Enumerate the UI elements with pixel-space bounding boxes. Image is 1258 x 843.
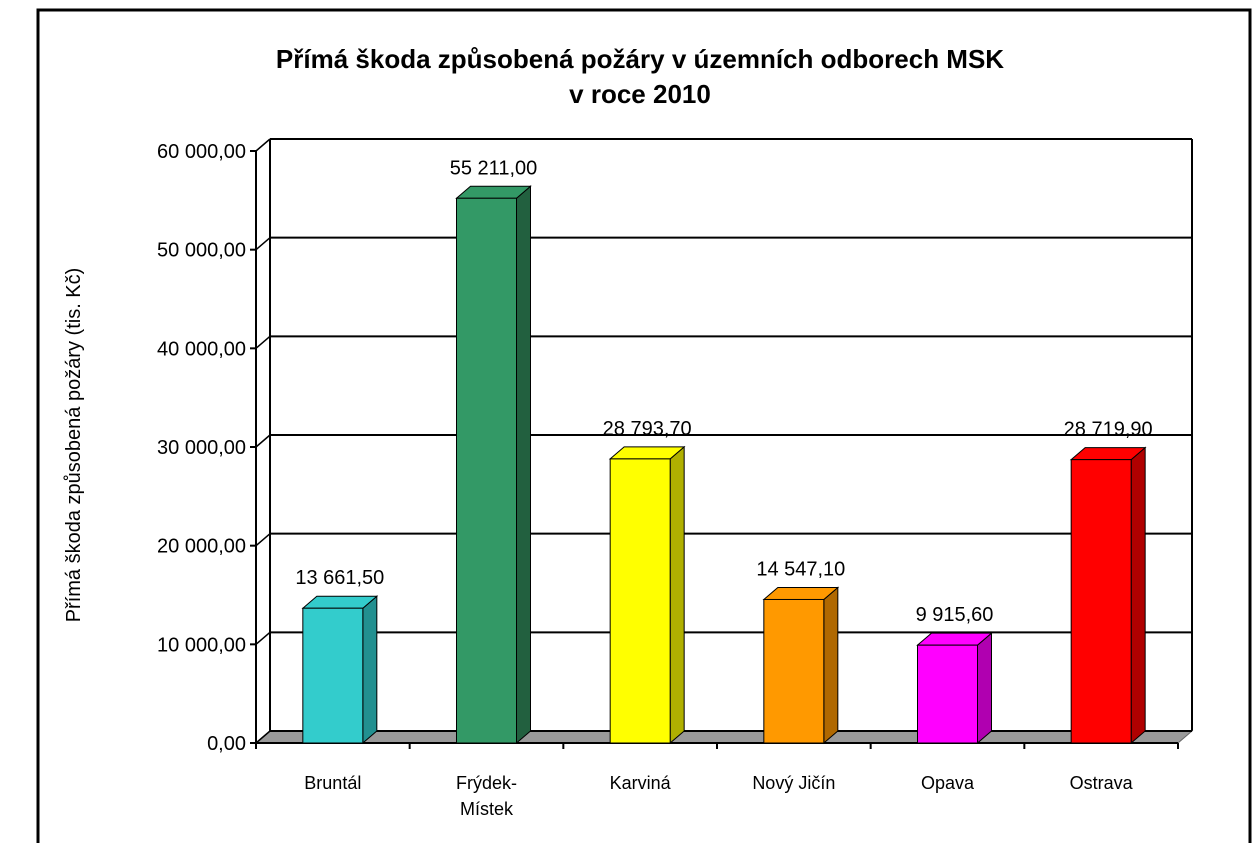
y-tick-label: 10 000,00 [157, 634, 246, 656]
grid-diagonal [255, 237, 271, 251]
y-tick-label: 50 000,00 [157, 240, 246, 262]
bar-side [669, 445, 685, 745]
bar-front [917, 644, 978, 744]
bar-front [763, 598, 825, 744]
y-tick-label: 30 000,00 [157, 437, 246, 459]
bar [608, 445, 686, 745]
value-label: 14 547,10 [756, 558, 845, 580]
grid-diagonal [255, 434, 271, 448]
y-tick-label: 20 000,00 [157, 536, 246, 558]
y-tick-label: 60 000,00 [157, 141, 246, 163]
bar [916, 632, 993, 745]
grid-diagonal [255, 138, 271, 152]
value-label: 28 719,90 [1064, 419, 1153, 441]
bar [762, 586, 840, 745]
bar-side [1130, 446, 1146, 745]
x-tick-label: Opava [921, 773, 975, 793]
bar-front [609, 458, 671, 744]
chart-subtitle: v roce 2010 [569, 79, 711, 109]
bar-front [1070, 459, 1132, 744]
bar [1069, 446, 1147, 745]
x-tick-label: Karviná [610, 773, 672, 793]
bar-side [977, 632, 992, 745]
bar [455, 185, 532, 745]
grid-diagonal [255, 730, 271, 744]
grid-diagonal [255, 631, 271, 645]
grid-diagonal [255, 533, 271, 547]
y-tick-label: 40 000,00 [157, 338, 246, 360]
floor [254, 730, 1194, 744]
bar-side [362, 595, 378, 745]
bar-side [823, 586, 839, 745]
bar-side [516, 185, 531, 745]
x-tick-label: Nový Jičín [752, 773, 835, 793]
value-label: 55 211,00 [450, 157, 538, 179]
bar-front [302, 607, 364, 744]
value-label: 28 793,70 [603, 418, 692, 440]
value-label: 9 915,60 [916, 604, 994, 626]
x-tick-label: Bruntál [304, 773, 361, 793]
chart-title: Přímá škoda způsobená požáry v územních … [276, 44, 1004, 74]
value-label: 13 661,50 [295, 567, 384, 589]
grid-diagonal [255, 335, 271, 349]
bar [301, 595, 379, 745]
bar-front [456, 197, 517, 744]
x-tick-label: Frýdek-Místek [456, 773, 517, 819]
y-axis-label: Přímá škoda způsobená požáry (tis. Kč) [63, 268, 85, 623]
x-tick-label: Ostrava [1070, 773, 1134, 793]
y-tick-label: 0,00 [207, 733, 246, 755]
